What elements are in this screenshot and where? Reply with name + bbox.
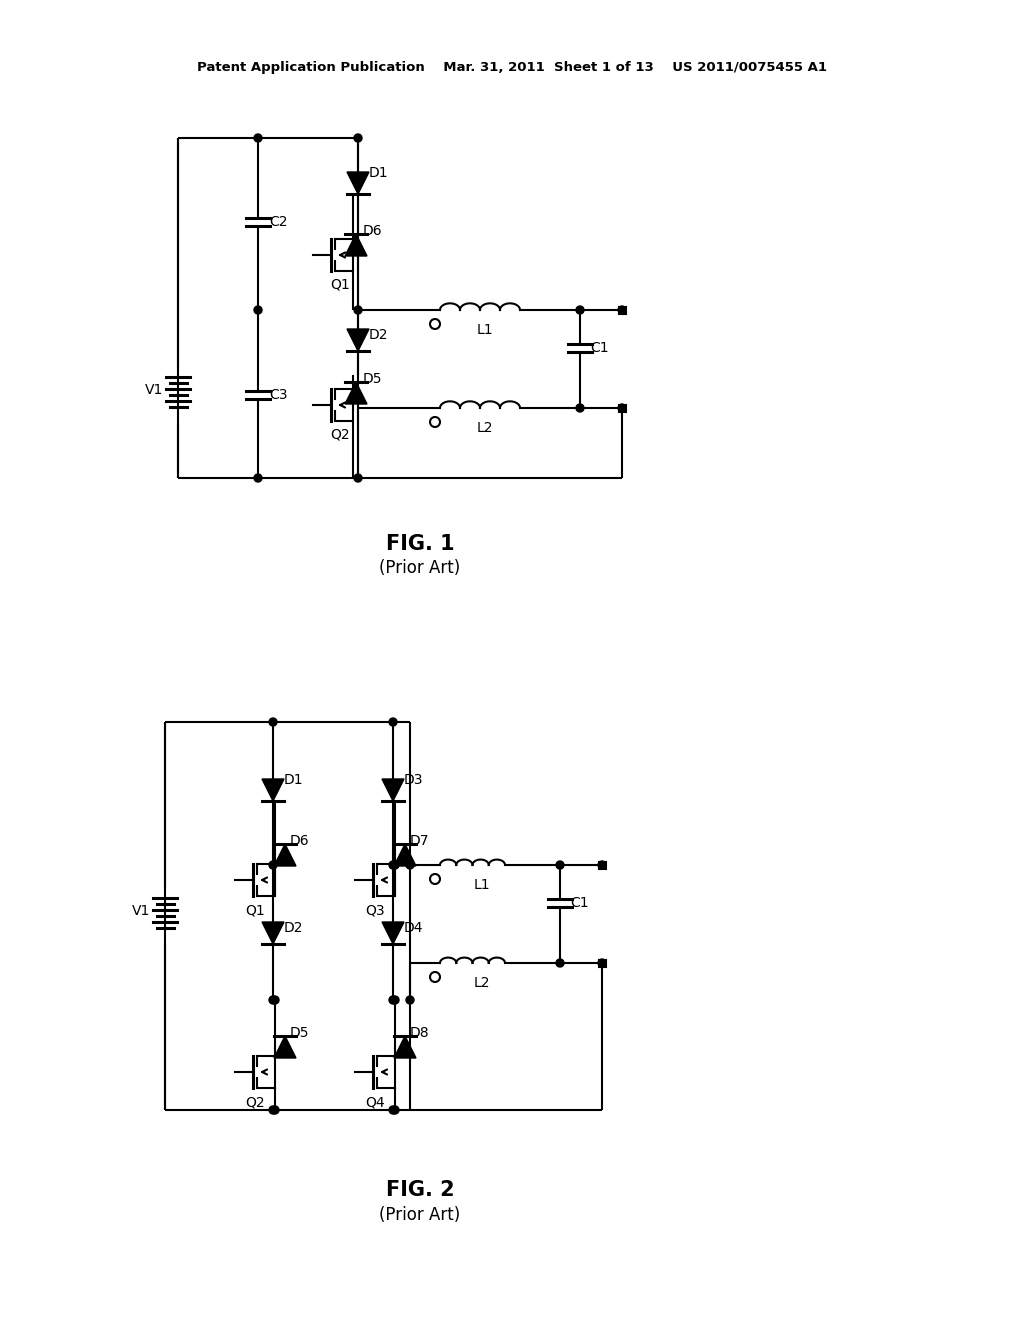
Circle shape — [406, 861, 414, 869]
Polygon shape — [262, 921, 284, 944]
Text: D6: D6 — [289, 834, 309, 847]
Text: D1: D1 — [369, 166, 388, 180]
Text: L1: L1 — [474, 878, 490, 892]
Text: V1: V1 — [132, 904, 151, 917]
Text: D4: D4 — [403, 921, 423, 935]
Circle shape — [391, 861, 399, 869]
Text: Q3: Q3 — [366, 903, 385, 917]
Circle shape — [556, 960, 564, 968]
Circle shape — [598, 861, 606, 869]
Polygon shape — [347, 172, 369, 194]
Polygon shape — [274, 1036, 296, 1059]
Circle shape — [618, 306, 626, 314]
Circle shape — [269, 861, 278, 869]
Polygon shape — [382, 921, 404, 944]
Text: Q4: Q4 — [366, 1096, 385, 1109]
Circle shape — [430, 319, 440, 329]
Polygon shape — [274, 843, 296, 866]
Text: D2: D2 — [369, 327, 388, 342]
Bar — [598, 960, 605, 966]
Text: C1: C1 — [570, 896, 590, 909]
Text: D2: D2 — [284, 921, 303, 935]
Text: Q1: Q1 — [330, 279, 350, 292]
Circle shape — [254, 135, 262, 143]
Text: Q2: Q2 — [330, 428, 350, 442]
Polygon shape — [262, 779, 284, 801]
Text: Q1: Q1 — [245, 903, 265, 917]
Circle shape — [389, 718, 397, 726]
Text: C3: C3 — [268, 388, 288, 403]
Text: L2: L2 — [477, 421, 494, 436]
Text: D5: D5 — [362, 372, 382, 385]
Text: L2: L2 — [474, 975, 490, 990]
Circle shape — [389, 997, 397, 1005]
Text: D7: D7 — [410, 834, 429, 847]
Text: D5: D5 — [289, 1026, 309, 1040]
Text: FIG. 1: FIG. 1 — [386, 535, 455, 554]
Text: (Prior Art): (Prior Art) — [379, 558, 461, 577]
Polygon shape — [345, 234, 367, 256]
Bar — [618, 306, 626, 314]
Circle shape — [389, 1106, 397, 1114]
Circle shape — [389, 861, 397, 869]
Text: D3: D3 — [403, 774, 423, 787]
Circle shape — [269, 997, 278, 1005]
Text: FIG. 2: FIG. 2 — [386, 1180, 455, 1200]
Polygon shape — [382, 779, 404, 801]
Circle shape — [254, 306, 262, 314]
Circle shape — [354, 135, 362, 143]
Circle shape — [430, 972, 440, 982]
Bar — [618, 404, 626, 412]
Circle shape — [598, 960, 606, 968]
Circle shape — [354, 306, 362, 314]
Text: C1: C1 — [591, 341, 609, 355]
Text: C2: C2 — [268, 215, 288, 228]
Text: L1: L1 — [477, 323, 494, 337]
Circle shape — [271, 1106, 279, 1114]
Text: D8: D8 — [410, 1026, 429, 1040]
Circle shape — [556, 861, 564, 869]
Circle shape — [575, 306, 584, 314]
Text: D1: D1 — [284, 774, 303, 787]
Circle shape — [430, 874, 440, 884]
Polygon shape — [394, 1036, 416, 1059]
Text: V1: V1 — [144, 383, 163, 397]
Circle shape — [269, 718, 278, 726]
Bar — [598, 862, 605, 869]
Polygon shape — [394, 843, 416, 866]
Circle shape — [406, 997, 414, 1005]
Circle shape — [391, 997, 399, 1005]
Polygon shape — [345, 381, 367, 404]
Circle shape — [391, 1106, 399, 1114]
Circle shape — [430, 417, 440, 426]
Circle shape — [271, 997, 279, 1005]
Text: (Prior Art): (Prior Art) — [379, 1206, 461, 1224]
Circle shape — [575, 404, 584, 412]
Circle shape — [618, 404, 626, 412]
Circle shape — [354, 474, 362, 482]
Polygon shape — [347, 329, 369, 351]
Circle shape — [269, 1106, 278, 1114]
Text: D6: D6 — [362, 224, 382, 238]
Text: Q2: Q2 — [245, 1096, 265, 1109]
Circle shape — [254, 474, 262, 482]
Text: Patent Application Publication    Mar. 31, 2011  Sheet 1 of 13    US 2011/007545: Patent Application Publication Mar. 31, … — [197, 62, 827, 74]
